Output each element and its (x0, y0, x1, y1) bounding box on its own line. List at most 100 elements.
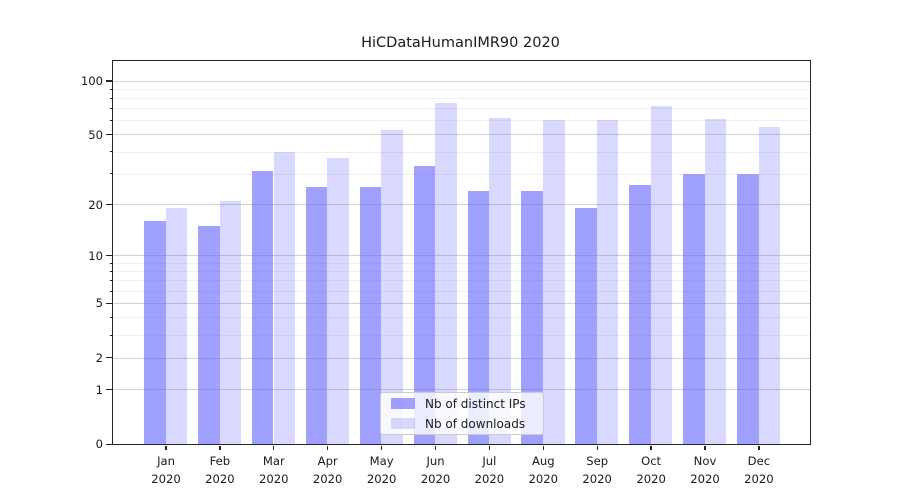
bar-distinct-ips-apr (305, 187, 328, 444)
bar-downloads-may (381, 129, 403, 444)
x-tick-mark-may (380, 445, 383, 451)
x-tick-label-year: 2020 (744, 471, 774, 486)
x-tick-label-month: May (369, 454, 394, 469)
x-tick-label-mar: Mar 2020 (239, 453, 309, 488)
bar-distinct-ips-nov (683, 173, 705, 444)
legend-label-downloads: Nb of downloads (425, 416, 526, 431)
y-tick-mark (106, 443, 114, 445)
gridline-minor (113, 88, 810, 90)
bar-distinct-ips-feb (198, 225, 220, 444)
x-tick-label-month: Dec (747, 454, 771, 469)
x-tick-mark-feb (219, 445, 221, 451)
legend-item-downloads: Nb of downloads (391, 415, 543, 433)
y-minor-tick-mark (109, 334, 114, 336)
y-tick-mark (106, 389, 114, 391)
x-tick-mark-jan (165, 445, 167, 451)
x-tick-label-year: 2020 (474, 471, 505, 486)
bar-downloads-apr (327, 157, 349, 444)
x-tick-label-month: Jun (426, 454, 445, 469)
x-tick-mark-sep (596, 445, 598, 451)
y-tick-label-100: 100 (80, 73, 103, 88)
y-minor-tick-mark (109, 120, 114, 122)
y-tick-mark (106, 357, 114, 359)
bar-downloads-dec (758, 127, 781, 444)
bar-downloads-mar (273, 151, 296, 444)
x-tick-label-year: 2020 (690, 471, 720, 486)
y-minor-tick-mark (109, 317, 114, 319)
plot-area: Nb of distinct IPs Nb of downloads (112, 60, 811, 445)
legend: Nb of distinct IPs Nb of downloads (380, 392, 544, 435)
x-tick-label-year: 2020 (582, 471, 612, 486)
y-minor-tick-mark (109, 270, 114, 272)
gridline-minor (113, 120, 810, 122)
bar-distinct-ips-mar (251, 171, 274, 444)
y-tick-label-20: 20 (88, 197, 103, 212)
x-tick-label-month: Jul (482, 454, 497, 469)
x-tick-label-month: Apr (317, 454, 338, 469)
y-minor-tick-mark (109, 280, 114, 282)
legend-item-distinct-ips: Nb of distinct IPs (391, 395, 543, 413)
x-tick-label-month: Mar (262, 454, 285, 469)
y-tick-label-2: 2 (95, 350, 103, 365)
x-tick-label-year: 2020 (259, 471, 289, 486)
x-tick-label-year: 2020 (366, 471, 397, 486)
gridline-minor (113, 280, 810, 282)
bar-downloads-oct (650, 106, 673, 444)
x-tick-mark-apr (327, 445, 329, 451)
x-tick-label-jan: Jan 2020 (131, 453, 201, 488)
x-tick-mark-jul (488, 445, 491, 451)
bar-distinct-ips-dec (737, 173, 759, 444)
bar-downloads-aug (543, 120, 565, 444)
x-tick-label-jun: Jun 2020 (401, 453, 471, 488)
x-tick-label-month: Oct (641, 454, 662, 469)
gridline-major (113, 80, 810, 82)
y-tick-label-5: 5 (95, 296, 103, 311)
x-tick-mark-mar (273, 445, 275, 451)
x-tick-mark-dec (758, 445, 760, 451)
x-tick-label-month: Aug (531, 454, 555, 469)
x-tick-label-dec: Dec 2020 (724, 453, 794, 488)
y-tick-mark (106, 80, 114, 82)
gridline-major (113, 357, 810, 359)
x-tick-label-nov: Nov 2020 (670, 453, 740, 488)
y-minor-tick-mark (109, 88, 114, 90)
chart-title: HiCDataHumanIMR90 2020 (361, 35, 560, 51)
bar-downloads-sep (596, 120, 619, 444)
x-tick-label-year: 2020 (205, 471, 235, 486)
gridline-minor (113, 151, 810, 153)
y-tick-label-0: 0 (95, 437, 103, 452)
gridline-minor (113, 317, 810, 319)
x-tick-label-aug: Aug 2020 (508, 453, 578, 488)
gridline-major (113, 204, 810, 206)
x-tick-label-may: May 2020 (347, 453, 417, 488)
x-tick-mark-jun (434, 445, 437, 451)
y-minor-tick-mark (109, 151, 114, 153)
x-tick-label-year: 2020 (636, 471, 666, 486)
gridline-major (113, 302, 810, 304)
gridline-major (113, 389, 810, 391)
x-tick-mark-oct (650, 445, 652, 451)
y-tick-label-10: 10 (88, 248, 103, 263)
gridline-minor (113, 262, 810, 264)
x-tick-label-year: 2020 (528, 471, 559, 486)
bar-downloads-jan (165, 208, 188, 444)
x-tick-label-month: Nov (693, 454, 717, 469)
x-tick-mark-nov (704, 445, 706, 451)
x-tick-label-year: 2020 (151, 471, 181, 486)
x-tick-label-month: Jan (157, 454, 175, 469)
x-tick-label-jul: Jul 2020 (454, 453, 524, 488)
gridline-major (113, 255, 810, 257)
y-minor-tick-mark (109, 97, 114, 99)
bar-distinct-ips-may (359, 187, 382, 444)
x-tick-mark-aug (542, 445, 544, 451)
legend-swatch-downloads (391, 418, 415, 429)
y-minor-tick-mark (109, 290, 114, 292)
y-tick-mark (106, 302, 114, 304)
y-tick-mark (106, 254, 114, 257)
bar-distinct-ips-aug (521, 190, 543, 444)
x-tick-label-month: Sep (586, 454, 609, 469)
bar-distinct-ips-jan (144, 220, 166, 444)
y-minor-tick-mark (109, 173, 114, 175)
